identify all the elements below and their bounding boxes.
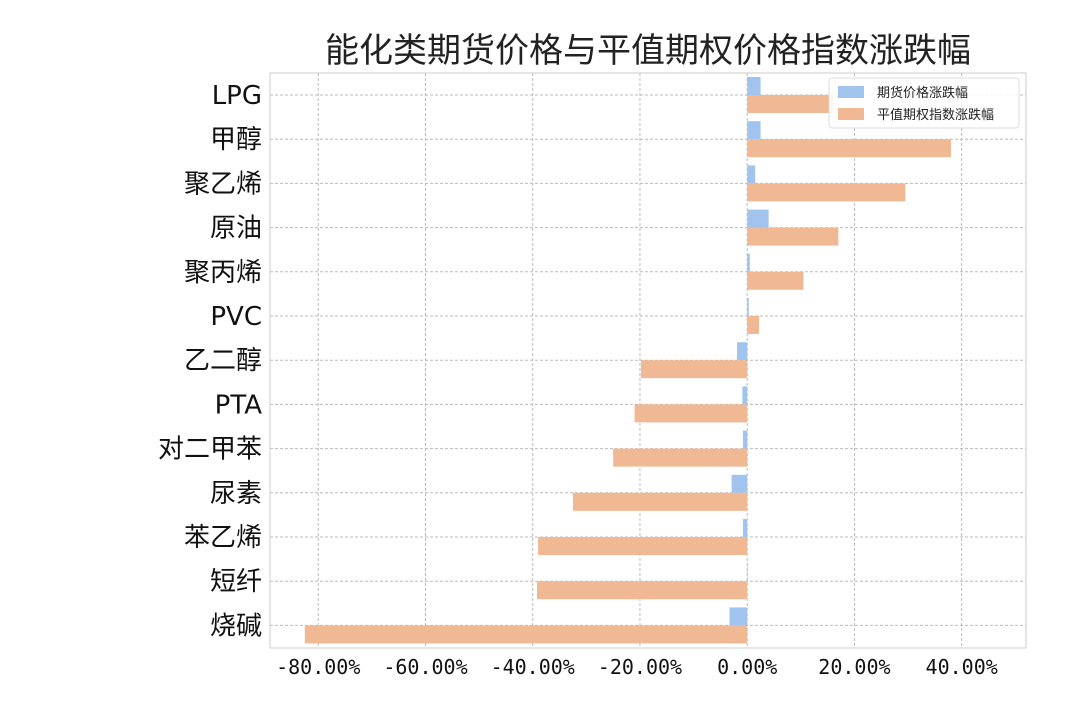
legend-swatch-futures: [838, 86, 864, 98]
options-index-change-bar: [538, 537, 748, 555]
options-index-change-bar: [641, 360, 748, 379]
options-index-change-bar: [747, 227, 839, 246]
options-index-change-bar: [747, 316, 759, 334]
options-index-change-bar: [572, 492, 748, 511]
options-index-change-bar: [634, 404, 748, 423]
options-index-change-bar: [537, 581, 748, 600]
futures-change-bar: [729, 607, 748, 626]
category-label: 短纤: [210, 567, 262, 597]
futures-change-bar: [731, 474, 748, 493]
category-label: 尿素: [210, 479, 262, 509]
futures-change-bar: [747, 253, 750, 272]
legend-label-futures: 期货价格涨跌幅: [877, 85, 968, 101]
options-index-change-bar: [747, 139, 951, 158]
legend: 期货价格涨跌幅 平值期权指数涨跌幅: [828, 77, 1020, 129]
category-label: 原油: [210, 214, 262, 244]
futures-change-bar: [747, 563, 748, 582]
category-label: 聚丙烯: [184, 258, 262, 288]
futures-change-bar: [747, 121, 761, 140]
futures-change-bar: [742, 519, 748, 537]
options-index-change-bar: [747, 95, 833, 113]
x-tick-label: 40.00%: [926, 655, 998, 679]
category-label: 乙二醇: [184, 346, 262, 376]
futures-change-bar: [747, 165, 756, 184]
plot-frame: [269, 72, 1027, 649]
futures-change-bar: [737, 342, 748, 361]
x-tick-label: -40.00%: [491, 655, 575, 679]
futures-change-bar: [742, 386, 748, 405]
category-label: 聚乙烯: [184, 169, 262, 199]
category-label: LPG: [212, 81, 262, 111]
category-label: 烧碱: [210, 611, 262, 641]
category-label: 甲醇: [210, 125, 262, 155]
legend-box: [828, 77, 1020, 129]
chart-title: 能化类期货价格与平值期权价格指数涨跌幅: [325, 31, 971, 71]
x-tick-label: -80.00%: [276, 655, 360, 679]
legend-label-options: 平值期权指数涨跌幅: [877, 107, 994, 123]
options-index-change-bar: [304, 625, 748, 644]
options-index-change-bar: [613, 448, 748, 467]
x-tick-labels: -80.00% -60.00% -40.00% -20.00% 0.00% 20.00% 4…: [276, 655, 998, 679]
x-tick-label: -60.00%: [383, 655, 467, 679]
category-label: 苯乙烯: [184, 523, 262, 553]
category-label: PTA: [215, 390, 263, 420]
futures-change-bar: [747, 209, 769, 228]
x-tick-label: 0.00%: [717, 655, 777, 679]
category-label: PVC: [210, 302, 262, 332]
x-tick-label: -20.00%: [598, 655, 682, 679]
futures-change-bar: [742, 430, 748, 449]
category-label: 对二甲苯: [158, 435, 262, 465]
legend-swatch-options: [838, 108, 864, 120]
futures-change-bar: [747, 77, 761, 95]
futures-change-bar: [747, 298, 749, 316]
x-tick-label: 20.00%: [818, 655, 890, 679]
bars: [304, 77, 951, 644]
options-index-change-bar: [747, 271, 804, 290]
options-index-change-bar: [747, 183, 906, 202]
